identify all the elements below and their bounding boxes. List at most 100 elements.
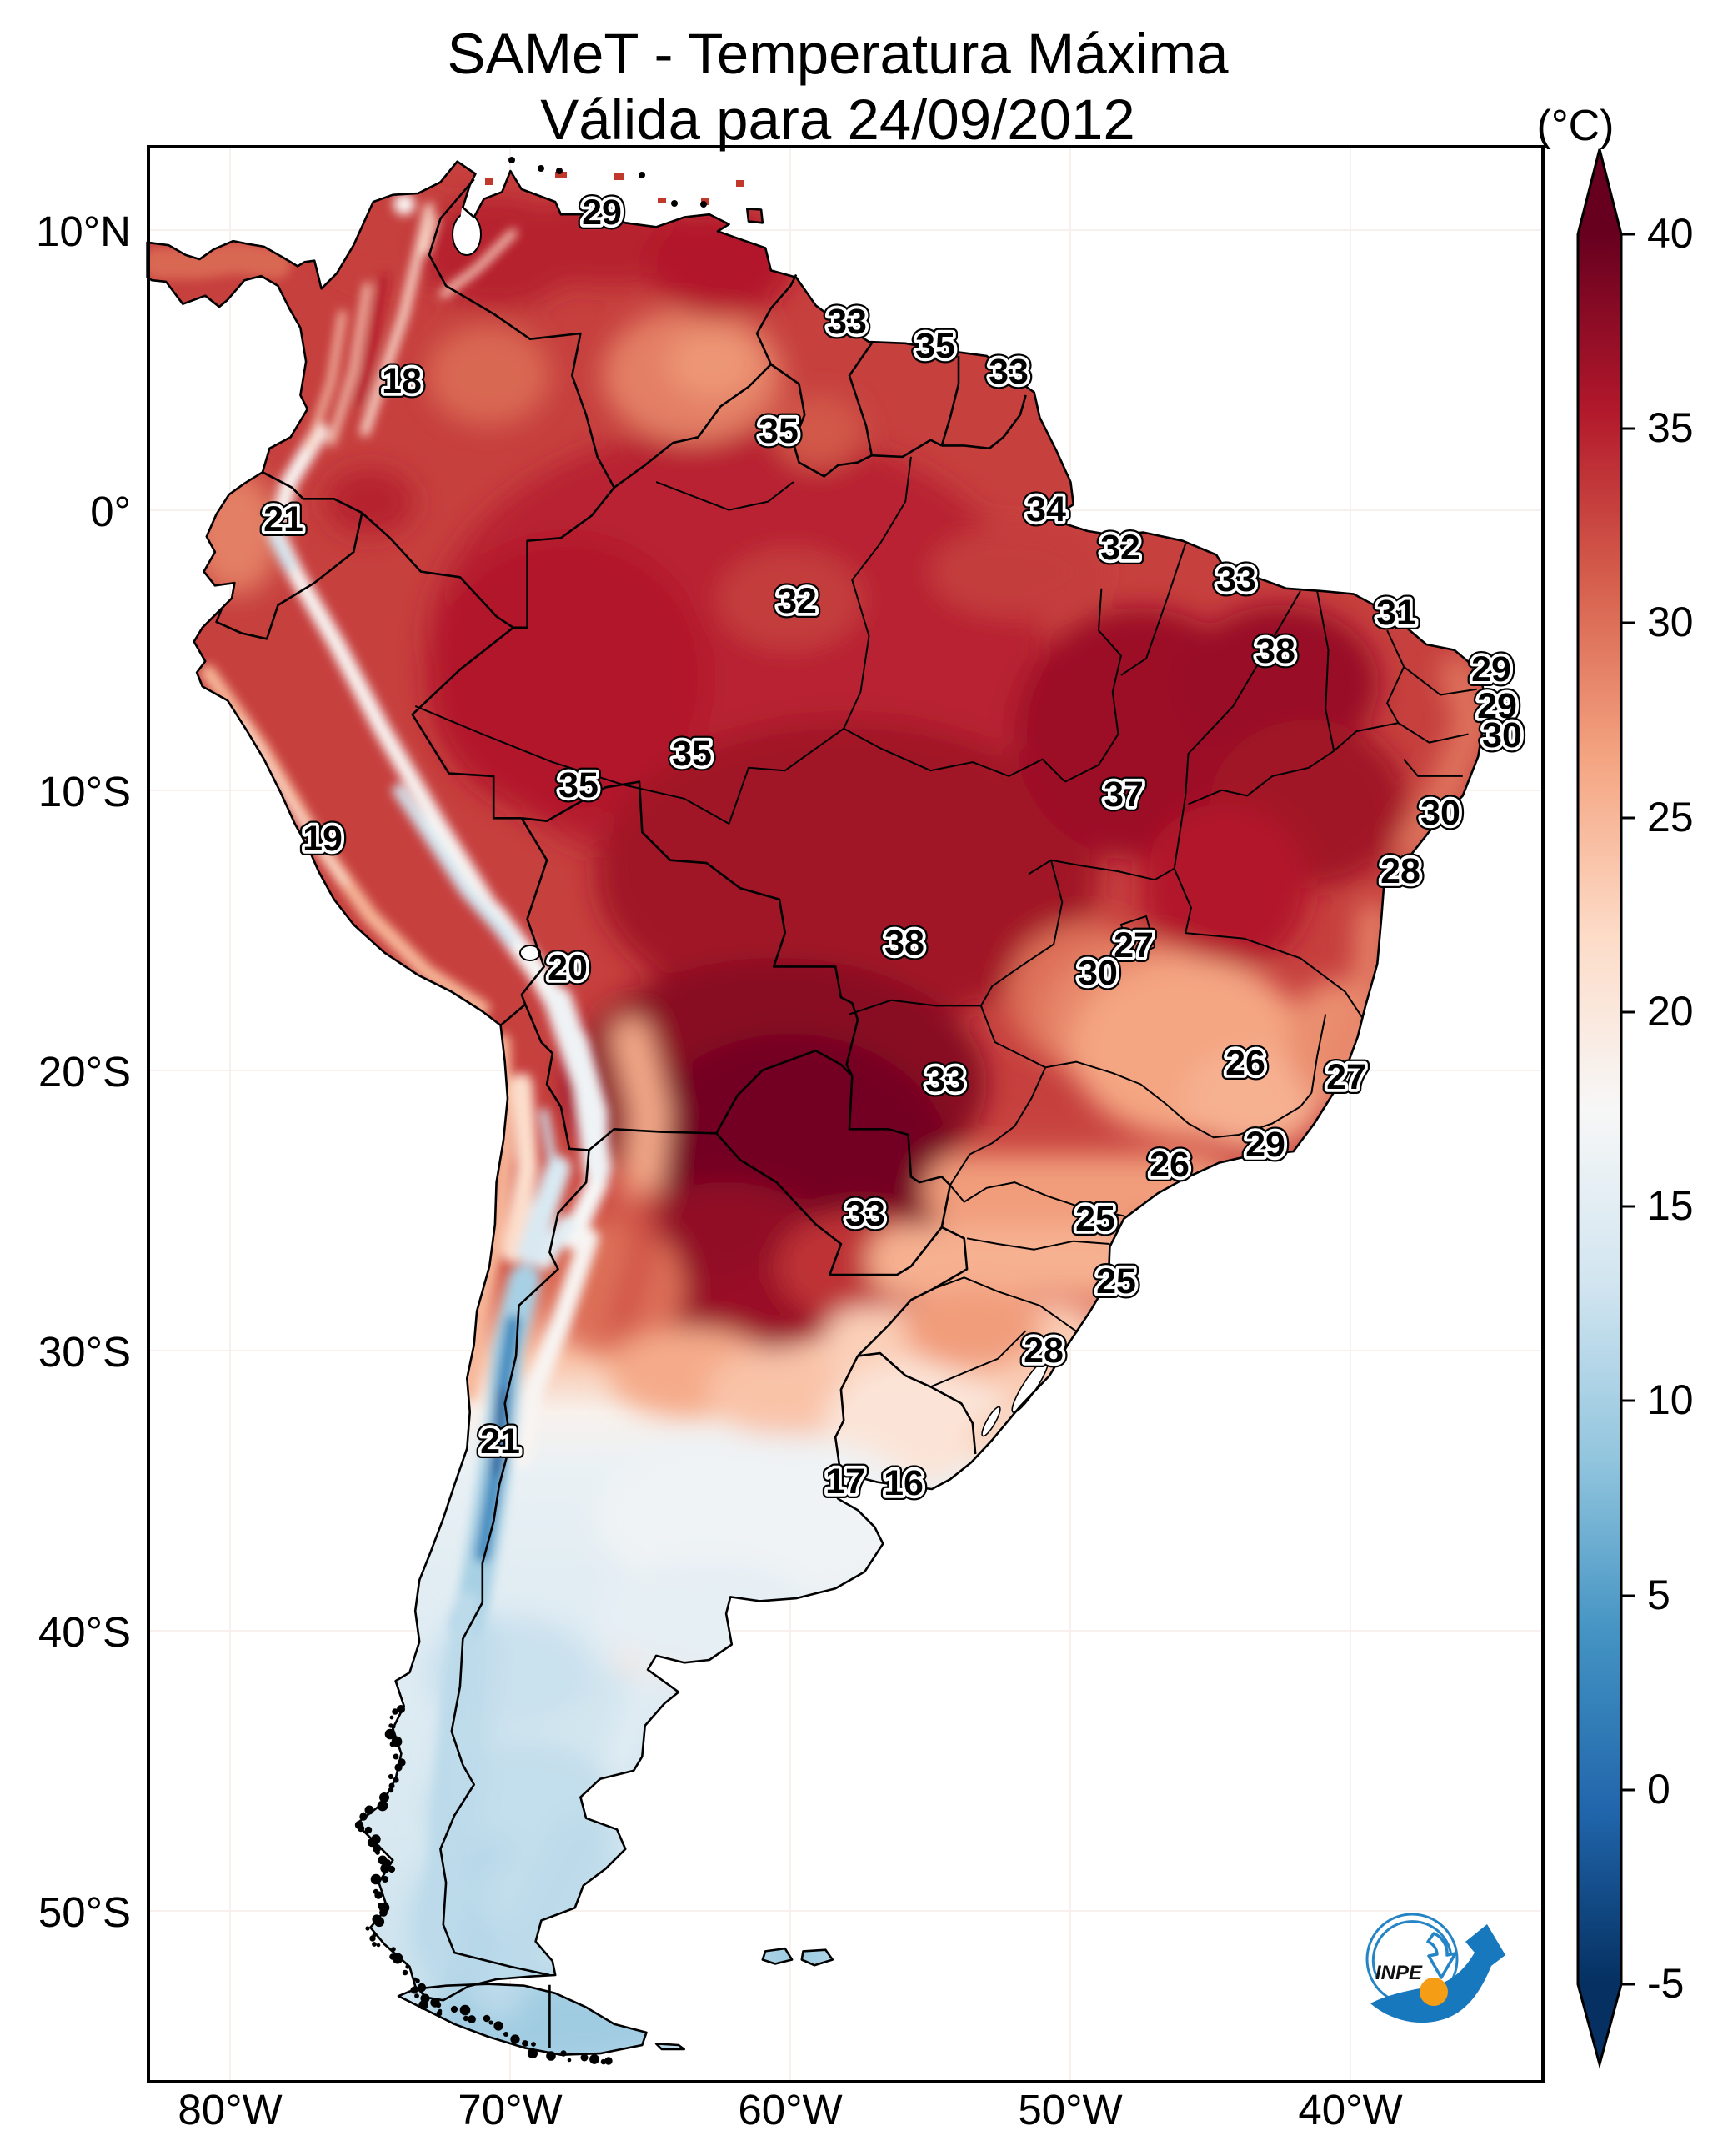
svg-text:-5: -5	[1647, 1960, 1684, 2007]
svg-text:35: 35	[672, 734, 712, 774]
svg-text:28: 28	[1024, 1331, 1064, 1371]
svg-text:28: 28	[1380, 851, 1420, 891]
svg-text:35: 35	[672, 734, 712, 774]
svg-text:34: 34	[1026, 489, 1066, 529]
svg-text:25: 25	[1096, 1261, 1136, 1301]
svg-text:21: 21	[263, 499, 303, 539]
svg-text:27: 27	[1326, 1057, 1366, 1097]
svg-text:(°C): (°C)	[1537, 102, 1615, 150]
svg-text:35: 35	[915, 326, 955, 366]
svg-text:33: 33	[845, 1194, 885, 1234]
svg-text:35: 35	[915, 326, 955, 366]
svg-text:29: 29	[1245, 1125, 1285, 1165]
svg-text:32: 32	[1100, 528, 1140, 568]
svg-text:30: 30	[1420, 793, 1460, 833]
svg-text:29: 29	[1477, 686, 1517, 726]
svg-text:29: 29	[1471, 649, 1511, 689]
svg-text:16: 16	[884, 1463, 924, 1503]
svg-text:70°W: 70°W	[458, 2086, 562, 2133]
svg-text:18: 18	[382, 361, 422, 401]
svg-text:5: 5	[1647, 1572, 1670, 1618]
svg-text:33: 33	[989, 352, 1029, 392]
svg-text:19: 19	[303, 819, 343, 859]
svg-text:29: 29	[582, 193, 622, 233]
svg-text:21: 21	[480, 1421, 520, 1462]
svg-text:19: 19	[303, 819, 343, 859]
svg-text:29: 29	[1477, 686, 1517, 726]
svg-text:33: 33	[925, 1060, 965, 1100]
svg-text:SAMeT - Temperatura Máxima: SAMeT - Temperatura Máxima	[448, 22, 1230, 86]
svg-text:26: 26	[1225, 1043, 1265, 1083]
svg-text:30: 30	[1482, 715, 1522, 755]
svg-text:30: 30	[1078, 953, 1118, 993]
svg-text:34: 34	[1026, 489, 1066, 529]
svg-text:33: 33	[1216, 559, 1256, 599]
svg-text:16: 16	[884, 1463, 924, 1503]
svg-text:30: 30	[1078, 953, 1118, 993]
svg-text:29: 29	[1471, 649, 1511, 689]
svg-text:35: 35	[915, 326, 955, 366]
svg-text:33: 33	[989, 352, 1029, 392]
svg-text:30: 30	[1482, 715, 1522, 755]
svg-text:37: 37	[1104, 775, 1144, 815]
svg-text:17: 17	[825, 1462, 865, 1502]
svg-text:32: 32	[777, 581, 817, 621]
svg-text:38: 38	[884, 923, 924, 963]
svg-text:32: 32	[777, 581, 817, 621]
svg-text:32: 32	[777, 581, 817, 621]
svg-text:30: 30	[1420, 793, 1460, 833]
svg-text:26: 26	[1150, 1145, 1190, 1185]
svg-text:37: 37	[1104, 775, 1144, 815]
svg-text:29: 29	[1471, 649, 1511, 689]
svg-text:31: 31	[1376, 593, 1416, 633]
svg-text:40°S: 40°S	[38, 1608, 131, 1656]
svg-text:10: 10	[1647, 1376, 1694, 1423]
svg-text:20: 20	[1647, 988, 1694, 1035]
svg-text:25: 25	[1096, 1261, 1136, 1301]
svg-text:33: 33	[827, 302, 867, 342]
svg-text:20: 20	[548, 948, 588, 988]
svg-text:26: 26	[1150, 1145, 1190, 1185]
svg-text:30: 30	[1647, 599, 1694, 645]
svg-text:0: 0	[1647, 1766, 1670, 1813]
svg-text:35: 35	[558, 765, 599, 805]
svg-text:38: 38	[1255, 631, 1295, 671]
svg-text:35: 35	[672, 734, 712, 774]
svg-text:27: 27	[1114, 925, 1154, 965]
svg-text:18: 18	[382, 361, 422, 401]
svg-text:33: 33	[827, 302, 867, 342]
svg-text:40°W: 40°W	[1298, 2086, 1402, 2133]
svg-text:50°W: 50°W	[1018, 2086, 1122, 2133]
svg-text:27: 27	[1114, 925, 1154, 965]
svg-text:30: 30	[1078, 953, 1118, 993]
svg-text:26: 26	[1225, 1043, 1265, 1083]
svg-text:35: 35	[1647, 404, 1694, 451]
svg-text:20: 20	[548, 948, 588, 988]
svg-text:60°W: 60°W	[738, 2086, 842, 2133]
svg-text:35: 35	[558, 765, 599, 805]
svg-text:25: 25	[1075, 1199, 1115, 1239]
svg-text:20: 20	[548, 948, 588, 988]
svg-text:31: 31	[1376, 593, 1416, 633]
svg-text:37: 37	[1104, 775, 1144, 815]
svg-text:50°S: 50°S	[38, 1888, 131, 1936]
svg-text:28: 28	[1380, 851, 1420, 891]
svg-text:31: 31	[1376, 593, 1416, 633]
svg-text:33: 33	[827, 302, 867, 342]
svg-text:28: 28	[1024, 1331, 1064, 1371]
svg-text:17: 17	[825, 1462, 865, 1502]
svg-text:35: 35	[558, 765, 599, 805]
svg-text:33: 33	[925, 1060, 965, 1100]
svg-text:38: 38	[1255, 631, 1295, 671]
svg-text:20°S: 20°S	[38, 1048, 131, 1096]
svg-text:21: 21	[263, 499, 303, 539]
svg-text:38: 38	[884, 923, 924, 963]
svg-text:21: 21	[480, 1421, 520, 1462]
svg-text:17: 17	[825, 1462, 865, 1502]
svg-text:33: 33	[989, 352, 1029, 392]
svg-text:0°: 0°	[90, 488, 131, 535]
svg-text:27: 27	[1326, 1057, 1366, 1097]
svg-text:29: 29	[582, 193, 622, 233]
svg-text:30: 30	[1482, 715, 1522, 755]
svg-text:26: 26	[1225, 1043, 1265, 1083]
